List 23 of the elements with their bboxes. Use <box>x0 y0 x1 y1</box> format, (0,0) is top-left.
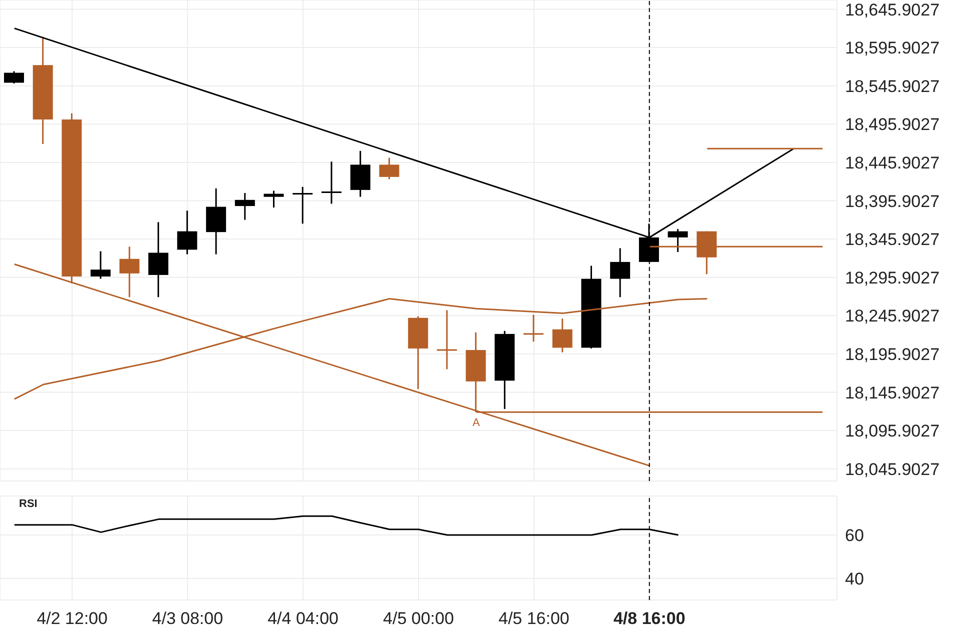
y-tick-label: 40 <box>845 569 864 588</box>
chart-title: RSI <box>19 498 38 510</box>
y-tick-label: 18,545.9027 <box>845 76 940 96</box>
x-tick-label: 4/8 16:00 <box>613 609 686 628</box>
x-tick-label: 4/4 04:00 <box>268 609 339 628</box>
series-label: A <box>472 417 481 430</box>
x-tick-label: 4/5 00:00 <box>383 609 454 628</box>
y-tick-label: 18,345.9027 <box>845 230 940 250</box>
y-tick-label: 18,495.9027 <box>845 115 940 134</box>
y-tick-label: 18,195.9027 <box>845 344 940 364</box>
y-tick-label: 60 <box>845 526 864 546</box>
y-tick-label: 18,095.9027 <box>845 422 940 441</box>
x-tick-label: 4/5 16:00 <box>498 609 570 628</box>
y-tick-label: 18,645.9027 <box>845 0 940 20</box>
y-tick-label: 18,145.9027 <box>845 383 940 402</box>
y-tick-label: 18,445.9027 <box>845 153 940 172</box>
y-tick-label: 18,395.9027 <box>845 192 940 211</box>
y-tick-label: 18,295.9027 <box>845 268 940 288</box>
y-tick-label: 18,245.9027 <box>845 306 940 326</box>
y-tick-label: 18,595.9027 <box>845 38 940 58</box>
x-tick-label: 4/3 08:00 <box>152 609 224 628</box>
x-tick-label: 4/2 12:00 <box>36 609 108 628</box>
y-tick-label: 18,045.9027 <box>845 460 940 479</box>
